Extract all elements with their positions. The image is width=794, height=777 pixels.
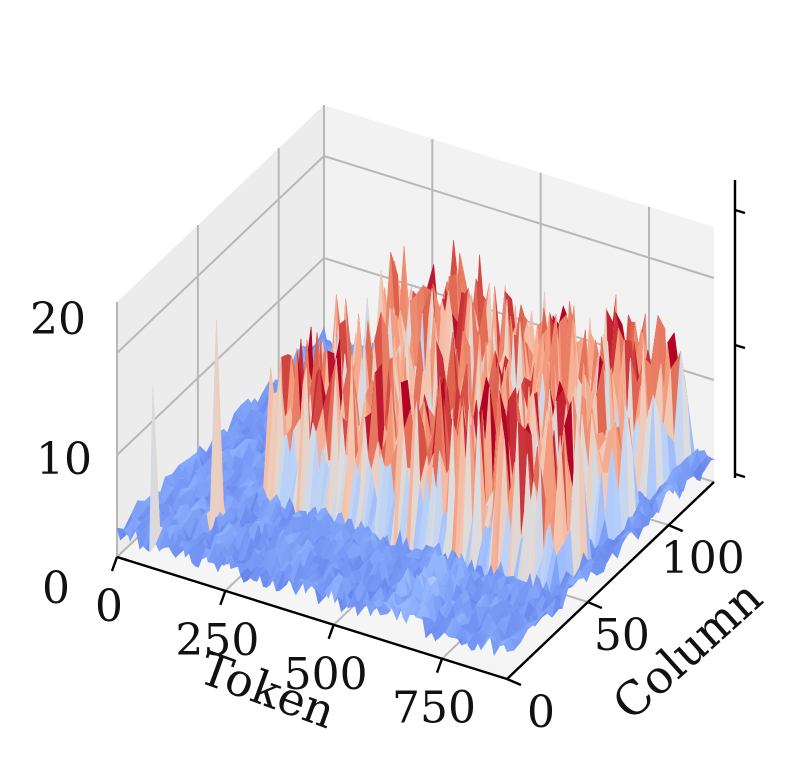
y-tick-label: 100: [661, 533, 745, 584]
x-tick-label: 250: [175, 615, 259, 666]
x-tick-label: 0: [95, 581, 123, 632]
z-tick-label: 20: [30, 294, 86, 345]
axis-lines: [110, 180, 746, 687]
x-tick: [219, 590, 227, 606]
z-tick: [734, 208, 746, 215]
y-tick: [587, 600, 603, 610]
y-tick-label: 50: [594, 610, 650, 661]
y-tick: [668, 523, 684, 533]
surface: [116, 240, 715, 657]
x-tick: [435, 658, 444, 674]
z-tick-label: 0: [42, 563, 70, 614]
z-tick: [734, 472, 746, 479]
left-pane: [117, 105, 324, 557]
z-gridline: [116, 154, 715, 354]
y-tick: [506, 677, 522, 687]
z-tick: [734, 343, 746, 350]
x-tick: [110, 556, 119, 572]
z-tick-label: 10: [36, 434, 92, 485]
y-tick-label: 0: [527, 687, 555, 738]
y-axis-line: [506, 481, 715, 680]
x-tick: [327, 624, 335, 640]
x-tick-label: 750: [392, 683, 476, 734]
surface-cell: [503, 637, 515, 652]
x-tick-label: 500: [284, 649, 368, 700]
